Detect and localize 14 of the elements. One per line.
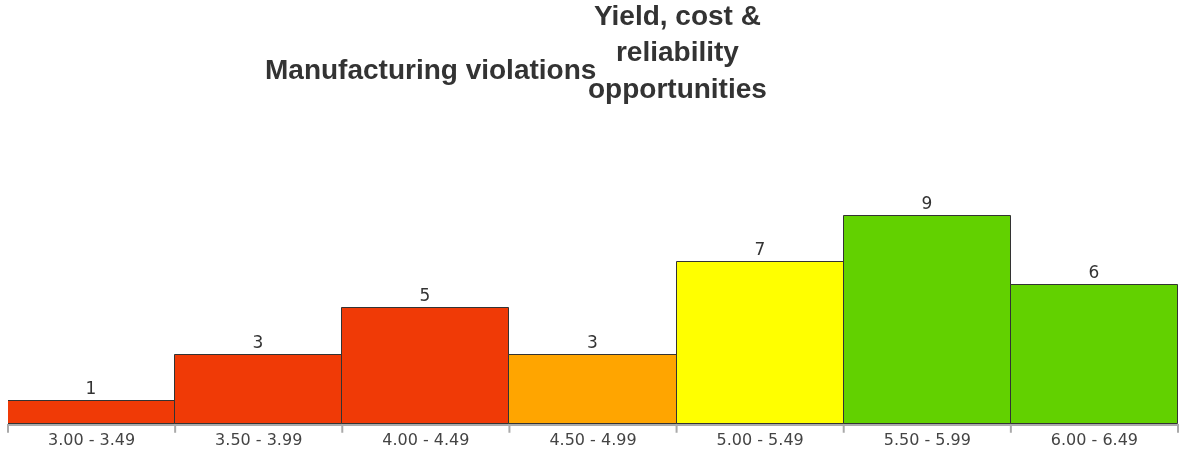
data-label: 3 (252, 331, 264, 352)
x-tick-label: 4.50 - 4.99 (549, 430, 637, 450)
data-label: 7 (754, 238, 766, 259)
data-label: 5 (419, 284, 431, 305)
x-tick-label: 5.00 - 5.49 (716, 430, 804, 450)
data-label: 3 (587, 331, 598, 352)
x-tick-label: 3.50 - 3.99 (215, 430, 303, 450)
x-tick-label: 6.00 - 6.49 (1050, 430, 1139, 450)
data-label: 1 (85, 377, 97, 398)
x-tick-label: 5.50 - 5.99 (883, 430, 971, 450)
x-tick-label: 4.00 - 4.49 (382, 430, 470, 450)
data-label: 6 (1088, 261, 1100, 282)
data-label: 9 (921, 192, 933, 213)
x-tick-label: 3.00 - 3.49 (47, 430, 136, 450)
